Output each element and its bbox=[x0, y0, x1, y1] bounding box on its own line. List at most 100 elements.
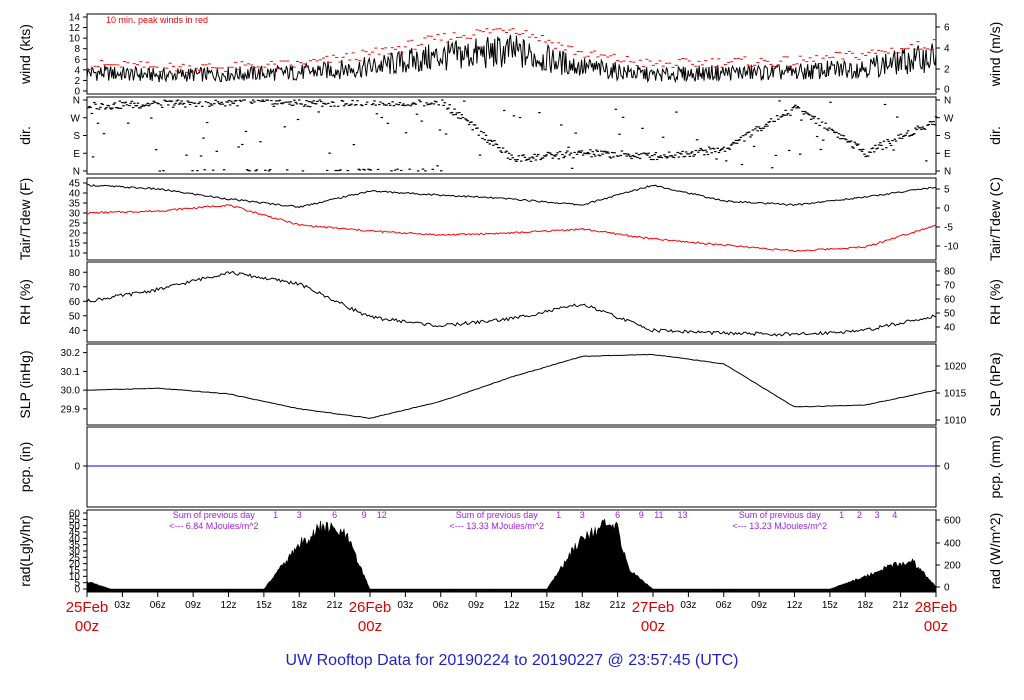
x-tick-label: 21z bbox=[610, 600, 626, 611]
page-title: UW Rooftop Data for 20190224 to 20190227… bbox=[286, 652, 739, 669]
x-tick-label: 03z bbox=[680, 600, 696, 611]
rh-left-tick-label: 40 bbox=[69, 326, 81, 337]
x-tick-label: 15z bbox=[256, 600, 272, 611]
x-tick-label: 12z bbox=[220, 600, 236, 611]
wind-left-axis-label: wind (kts) bbox=[17, 24, 33, 85]
rad-left-tick-label: 50 bbox=[69, 521, 81, 532]
temp-left-tick-label: 40 bbox=[69, 189, 81, 200]
rh-right-tick-label: 70 bbox=[944, 281, 956, 292]
temp-right-tick-label: -5 bbox=[944, 223, 953, 234]
rad-hour-label: 1 bbox=[839, 510, 844, 520]
rad-hour-label: 3 bbox=[875, 510, 880, 520]
slp-left-tick-label: 30.0 bbox=[61, 386, 81, 397]
slp-right-tick-label: 1020 bbox=[944, 362, 967, 373]
rad-hour-label: 9 bbox=[362, 510, 367, 520]
day-hour-label: 00z bbox=[641, 618, 665, 635]
precip-left-tick-label: 0 bbox=[74, 462, 80, 473]
temp-left-tick-label: 35 bbox=[69, 199, 81, 210]
rad-hour-label: 1 bbox=[273, 510, 278, 520]
daily-sum-value: <--- 13.33 MJoules/m^2 bbox=[449, 521, 544, 531]
rh-frame bbox=[86, 261, 937, 343]
rad-hour-label: 4 bbox=[892, 510, 897, 520]
daily-sum-value: <--- 13.23 MJoules/m^2 bbox=[732, 521, 827, 531]
x-tick-label: 15z bbox=[539, 600, 555, 611]
rad-right-tick-label: 600 bbox=[944, 516, 961, 527]
x-tick-label: 09z bbox=[751, 600, 767, 611]
precip-left-axis-label: pcp. (in) bbox=[17, 442, 33, 493]
rad-left-tick-label: 10 bbox=[69, 572, 81, 583]
rh-right-axis-label: RH (%) bbox=[987, 279, 1003, 325]
dir-left-tick-label: N bbox=[73, 167, 80, 178]
air-temperature-series bbox=[86, 183, 937, 209]
day-hour-label: 00z bbox=[75, 618, 99, 635]
x-tick-label: 18z bbox=[857, 600, 873, 611]
rh-right-tick-label: 40 bbox=[944, 323, 956, 334]
daily-sum-value: <--- 6.84 MJoules/m^2 bbox=[169, 521, 259, 531]
temp-frame bbox=[86, 177, 937, 261]
x-tick-label: 21z bbox=[893, 600, 909, 611]
x-tick-label: 06z bbox=[716, 600, 732, 611]
temp-left-tick-label: 45 bbox=[69, 179, 81, 190]
wind-speed-series bbox=[86, 34, 937, 84]
rh-right-tick-label: 60 bbox=[944, 295, 956, 306]
panel-slp: SLP (inHg) SLP (hPa) 29.9 30.0 30.1 30.2 1010 1… bbox=[17, 343, 1003, 427]
rad-hour-label: 9 bbox=[639, 510, 644, 520]
rad-right-tick-label: 400 bbox=[944, 539, 961, 550]
day-label: 25Feb bbox=[66, 599, 109, 616]
wind-left-tick-label: 0 bbox=[74, 87, 80, 98]
rad-left-tick-label: 55 bbox=[69, 515, 81, 526]
x-tick-label: 12z bbox=[786, 600, 802, 611]
temp-right-tick-label: 0 bbox=[944, 204, 950, 215]
x-tick-label: 06z bbox=[150, 600, 166, 611]
wind-left-tick-label: 6 bbox=[74, 55, 80, 66]
rad-hour-label: 6 bbox=[332, 510, 337, 520]
precip-right-tick-label: 0 bbox=[944, 462, 950, 473]
panel-rad: rad(Lgly/hr) rad (W/m^2)05101520253035404… bbox=[17, 509, 1003, 596]
wind-left-tick-label: 10 bbox=[69, 34, 81, 45]
panel-temp: Tair/Tdew (F) Tair/Tdew (C) 10152025303540… bbox=[17, 177, 1003, 261]
rad-hour-label: 12 bbox=[377, 510, 387, 520]
temp-right-axis-label: Tair/Tdew (C) bbox=[987, 177, 1003, 261]
rad-hour-label: 11 bbox=[654, 510, 663, 520]
sea-level-pressure-series bbox=[86, 353, 937, 419]
day-hour-label: 00z bbox=[924, 618, 948, 635]
day-label: 27Feb bbox=[632, 599, 675, 616]
rh-left-tick-label: 70 bbox=[69, 282, 81, 293]
rad-hour-label: 6 bbox=[615, 510, 620, 520]
dir-right-tick-label: S bbox=[944, 131, 951, 142]
relative-humidity-series bbox=[86, 270, 937, 337]
rad-left-tick-label: 15 bbox=[69, 566, 81, 577]
slp-right-tick-label: 1015 bbox=[944, 389, 967, 400]
rad-hour-label: 3 bbox=[580, 510, 585, 520]
wind-left-tick-label: 12 bbox=[69, 23, 81, 34]
rad-hour-label: 13 bbox=[677, 510, 687, 520]
dir-right-tick-label: N bbox=[944, 167, 951, 178]
rad-right-tick-label: 200 bbox=[944, 561, 961, 572]
wind-left-tick-label: 8 bbox=[74, 44, 80, 55]
wind-right-tick-label: 2 bbox=[944, 65, 950, 76]
rh-left-tick-label: 50 bbox=[69, 311, 81, 322]
rad-left-tick-label: 25 bbox=[69, 553, 81, 564]
temp-right-tick-label: 5 bbox=[944, 185, 950, 196]
rad-left-tick-label: 60 bbox=[69, 509, 81, 520]
wind-left-tick-label: 4 bbox=[74, 65, 80, 76]
dir-right-axis-label: dir. bbox=[987, 126, 1003, 145]
dir-left-tick-label: S bbox=[73, 131, 80, 142]
rh-right-tick-label: 80 bbox=[944, 267, 956, 278]
dir-left-axis-label: dir. bbox=[17, 126, 33, 145]
wind-frame bbox=[86, 13, 937, 95]
temp-left-tick-label: 10 bbox=[69, 249, 81, 260]
rad-left-axis-label: rad(Lgly/hr) bbox=[17, 515, 33, 587]
panel-rh: RH (%) RH (%) 40 50 60 70 80 40 50 60 70 80 bbox=[17, 261, 1003, 343]
precip-frame bbox=[86, 426, 937, 508]
wind-right-tick-label: 0 bbox=[944, 85, 950, 96]
temp-left-tick-label: 20 bbox=[69, 229, 81, 240]
slp-left-tick-label: 29.9 bbox=[61, 404, 81, 415]
slp-right-axis-label: SLP (hPa) bbox=[987, 352, 1003, 416]
rad-left-tick-label: 40 bbox=[69, 534, 81, 545]
x-tick-label: 18z bbox=[291, 600, 307, 611]
slp-left-axis-label: SLP (inHg) bbox=[17, 350, 33, 418]
daily-sum-heading: Sum of previous day bbox=[456, 510, 539, 520]
daily-sum-heading: Sum of previous day bbox=[739, 510, 822, 520]
